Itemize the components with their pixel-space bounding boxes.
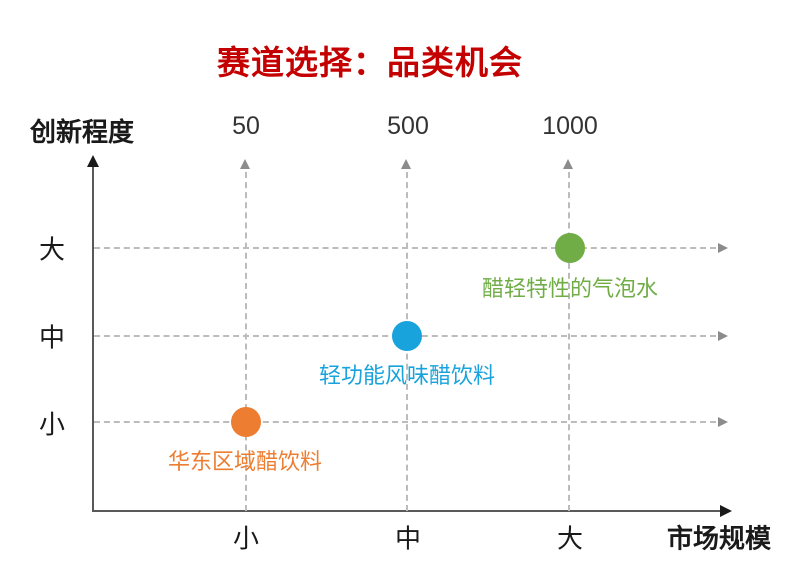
y-axis-title: 创新程度: [30, 117, 135, 147]
top-scale-value: 500: [387, 112, 429, 140]
top-scale-value: 1000: [542, 112, 598, 140]
y-tick-label: 大: [38, 234, 66, 265]
data-point-label: 华东区域醋饮料: [167, 449, 323, 474]
x-tick-label: 大: [556, 523, 584, 554]
y-tick-label: 中: [38, 322, 66, 353]
arrow-right-icon: [720, 505, 732, 517]
vertical-gridline: [568, 172, 570, 511]
data-point-dot: [392, 321, 422, 351]
arrow-right-icon: [718, 243, 728, 253]
data-point-label: 轻功能风味醋饮料: [318, 363, 496, 388]
top-scale-value: 50: [232, 112, 260, 140]
arrow-right-icon: [718, 331, 728, 341]
data-point-label: 醋轻特性的气泡水: [481, 276, 659, 301]
y-axis-line: [92, 166, 94, 512]
x-axis-title: 市场规模: [666, 523, 772, 554]
arrow-right-icon: [718, 417, 728, 427]
arrow-up-icon: [240, 159, 250, 169]
chart-title: 赛道选择：品类机会: [217, 44, 523, 81]
arrow-up-icon: [401, 159, 411, 169]
arrow-up-icon: [87, 155, 99, 167]
data-point-dot: [555, 233, 585, 263]
x-tick-label: 小: [232, 523, 260, 554]
horizontal-gridline: [94, 421, 716, 423]
arrow-up-icon: [563, 159, 573, 169]
x-axis-line: [93, 510, 722, 512]
horizontal-gridline: [94, 247, 716, 249]
x-tick-label: 中: [394, 523, 422, 554]
vertical-gridline: [245, 172, 247, 511]
data-point-dot: [231, 407, 261, 437]
y-tick-label: 小: [38, 409, 66, 440]
